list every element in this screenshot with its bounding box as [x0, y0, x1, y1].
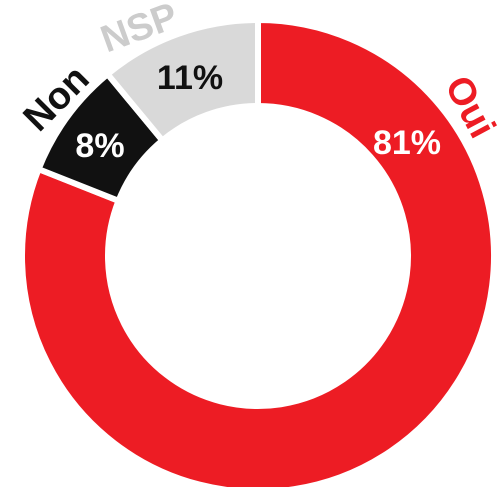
donut-segment — [19, 16, 497, 487]
value-label: 8% — [75, 127, 124, 165]
value-label: 11% — [157, 59, 223, 97]
donut-segment — [103, 16, 261, 145]
value-label: 81% — [373, 124, 441, 162]
